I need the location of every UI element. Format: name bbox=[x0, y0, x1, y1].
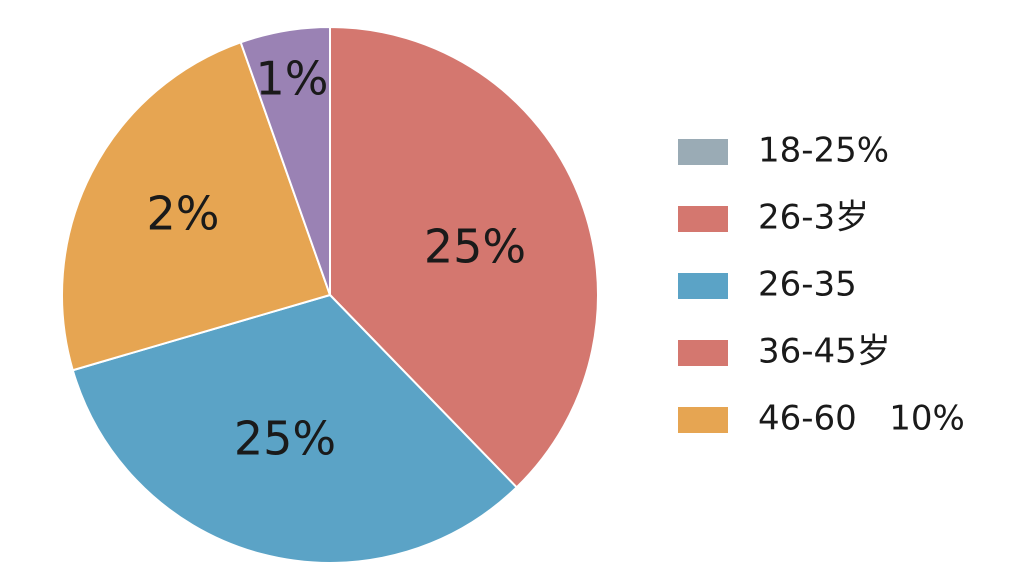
legend-label: 18-25% bbox=[758, 131, 889, 171]
legend-label: 36-45岁 bbox=[758, 332, 891, 372]
legend-swatch bbox=[678, 340, 728, 366]
pie-slice bbox=[61, 41, 332, 372]
legend-swatch bbox=[678, 273, 728, 299]
legend-label: 46-60 10% bbox=[758, 399, 965, 439]
pie-slice bbox=[329, 25, 599, 489]
pie-slice bbox=[239, 25, 331, 296]
slice-label: 25% bbox=[234, 412, 336, 466]
slice-label: 1% bbox=[256, 52, 329, 106]
legend-label: 26-3岁 bbox=[758, 198, 869, 238]
pie-slice bbox=[71, 293, 519, 564]
legend-label: 26-35 bbox=[758, 265, 857, 305]
legend-swatch bbox=[678, 407, 728, 433]
legend-swatch bbox=[678, 206, 728, 232]
slice-label: 2% bbox=[147, 187, 220, 241]
legend-swatch bbox=[678, 139, 728, 165]
slice-label: 25% bbox=[424, 220, 526, 274]
